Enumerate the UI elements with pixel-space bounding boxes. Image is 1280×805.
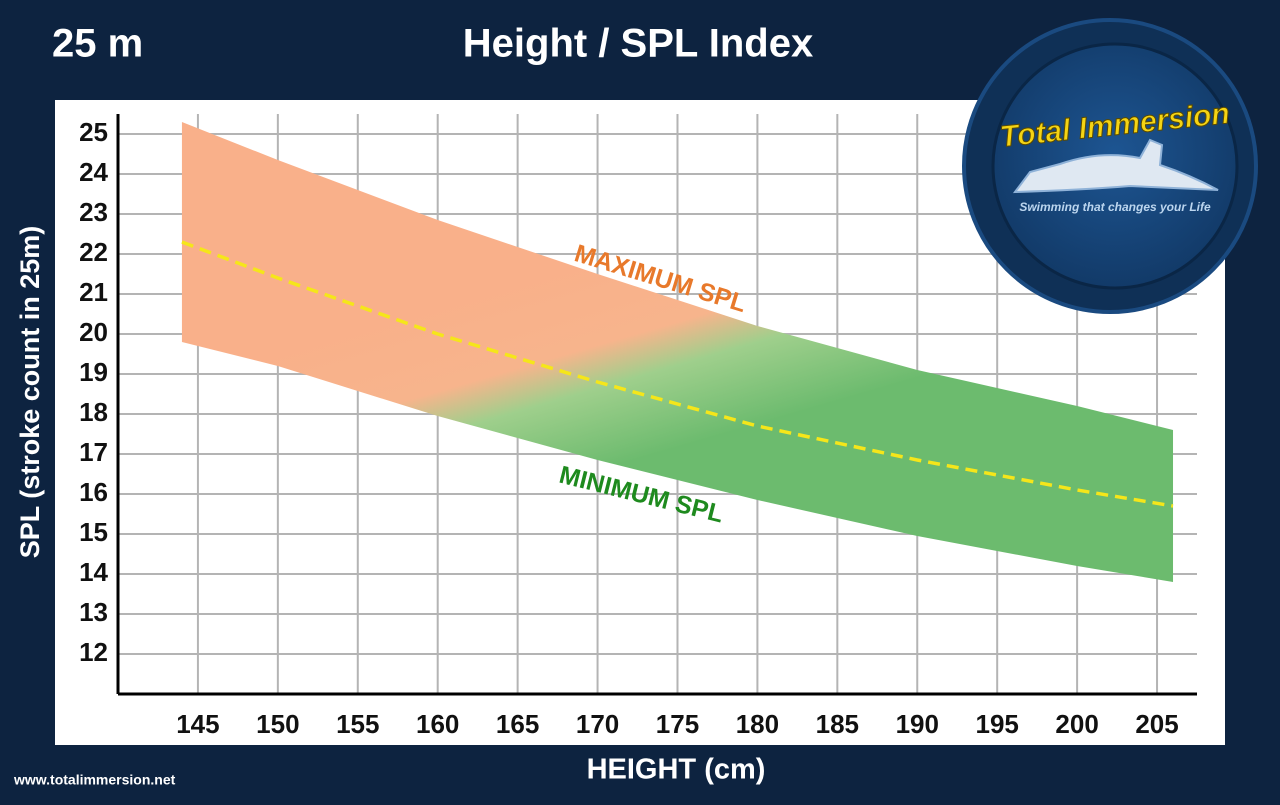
x-tick-label: 175 bbox=[656, 709, 699, 739]
logo: Total Immersion Swimming that changes yo… bbox=[962, 18, 1258, 314]
y-axis-label: SPL (stroke count in 25m) bbox=[15, 226, 45, 559]
x-tick-label: 145 bbox=[176, 709, 219, 739]
x-tick-label: 185 bbox=[816, 709, 859, 739]
x-tick-label: 165 bbox=[496, 709, 539, 739]
x-tick-label: 195 bbox=[975, 709, 1018, 739]
website: www.totalimmersion.net bbox=[13, 772, 176, 788]
y-tick-label: 21 bbox=[79, 277, 108, 307]
y-tick-label: 14 bbox=[79, 557, 108, 587]
logo-swimmer bbox=[1012, 138, 1219, 194]
y-tick-label: 15 bbox=[79, 517, 108, 547]
y-tick-label: 12 bbox=[79, 637, 108, 667]
x-tick-label: 180 bbox=[736, 709, 779, 739]
y-tick-label: 19 bbox=[79, 357, 108, 387]
chart-subtitle: 25 m bbox=[52, 22, 143, 66]
y-tick-label: 18 bbox=[79, 397, 108, 427]
x-tick-label: 150 bbox=[256, 709, 299, 739]
spl-band bbox=[181, 122, 1174, 582]
x-tick-label: 160 bbox=[416, 709, 459, 739]
x-tick-label: 190 bbox=[896, 709, 939, 739]
x-tick-label: 155 bbox=[336, 709, 379, 739]
x-tick-label: 170 bbox=[576, 709, 619, 739]
average-line bbox=[181, 240, 1174, 508]
x-axis-label: HEIGHT (cm) bbox=[587, 754, 766, 786]
y-tick-label: 13 bbox=[79, 597, 108, 627]
y-tick-label: 24 bbox=[79, 157, 108, 187]
y-tick-label: 25 bbox=[79, 117, 108, 147]
chart-title: Height / SPL Index bbox=[463, 22, 813, 66]
y-tick-label: 22 bbox=[79, 237, 108, 267]
x-tick-label: 200 bbox=[1055, 709, 1098, 739]
logo-tagline: Swimming that changes your Life bbox=[1019, 200, 1211, 214]
x-tick-label: 205 bbox=[1135, 709, 1178, 739]
y-tick-label: 17 bbox=[79, 437, 108, 467]
y-tick-label: 20 bbox=[79, 317, 108, 347]
y-tick-label: 16 bbox=[79, 477, 108, 507]
y-tick-label: 23 bbox=[79, 197, 108, 227]
